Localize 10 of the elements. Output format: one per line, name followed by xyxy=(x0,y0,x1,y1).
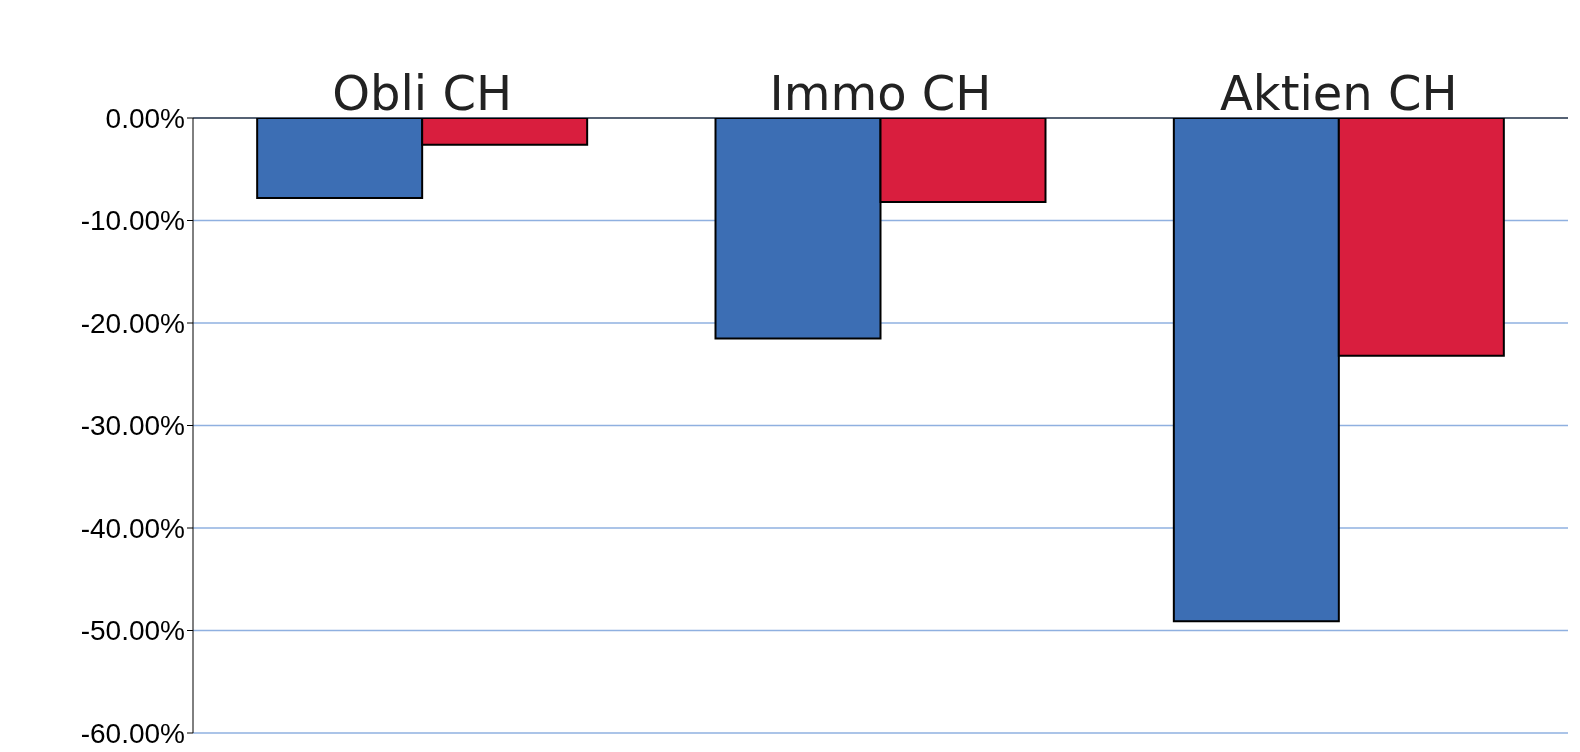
x-tick-label: Aktien CH xyxy=(1220,65,1458,121)
y-tick-label: -20.00% xyxy=(80,307,185,339)
y-tick-label: -40.00% xyxy=(80,512,185,544)
y-tick-label: -30.00% xyxy=(80,410,185,442)
x-tick-label: Immo CH xyxy=(769,65,992,121)
y-tick-label: 0.00% xyxy=(105,102,185,134)
y-tick-label: -50.00% xyxy=(80,615,185,647)
y-tick-label: -60.00% xyxy=(80,717,185,749)
x-tick-label: Obli CH xyxy=(332,65,513,121)
y-tick-label: -10.00% xyxy=(80,205,185,237)
